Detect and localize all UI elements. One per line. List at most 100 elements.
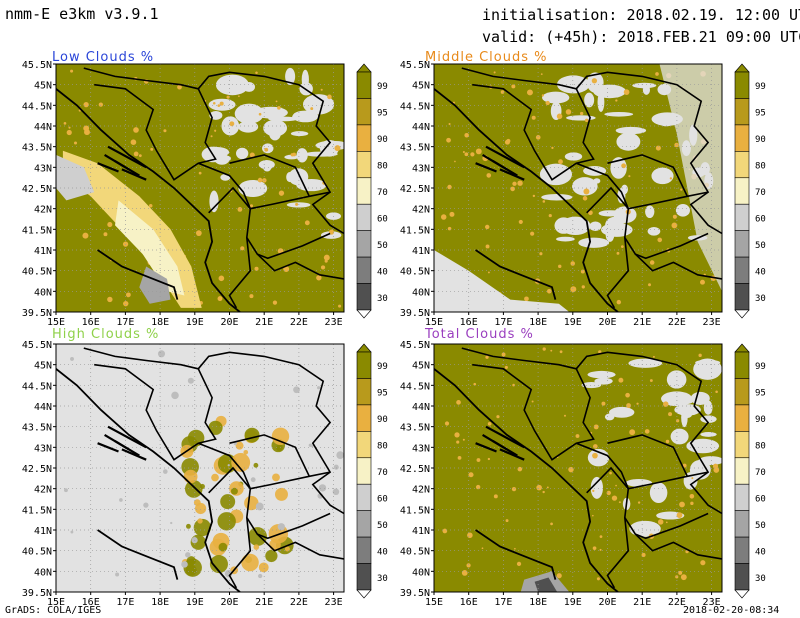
cloud-cell xyxy=(258,573,263,579)
colorbar-swatch xyxy=(734,404,750,432)
contour-speck xyxy=(485,244,490,249)
lon-tick-label: 21E xyxy=(633,597,651,608)
cloud-gap xyxy=(296,148,308,163)
lon-tick-label: 22E xyxy=(668,597,686,608)
lon-tick-label: 23E xyxy=(703,317,721,328)
contour-speck xyxy=(70,69,74,73)
lat-tick-label: 41.5N xyxy=(22,225,52,236)
contour-speck xyxy=(584,118,589,123)
contour-speck xyxy=(592,452,598,459)
colorbar-swatch xyxy=(734,457,750,485)
contour-speck xyxy=(618,501,621,504)
lat-tick-label: 39.5N xyxy=(400,588,430,599)
contour-speck xyxy=(511,486,517,492)
lon-tick-label: 22E xyxy=(668,317,686,328)
colorbar-label: 50 xyxy=(755,521,766,531)
cloud-gap xyxy=(610,157,627,179)
lon-tick-label: 16E xyxy=(82,317,100,328)
island xyxy=(107,425,147,449)
lon-tick-label: 16E xyxy=(460,317,478,328)
contour-speck xyxy=(310,107,314,111)
lat-tick-label: 40.5N xyxy=(22,547,52,558)
cloud-cell xyxy=(119,498,123,502)
contour-speck xyxy=(623,89,630,95)
colorbar-label: 90 xyxy=(377,415,388,425)
lon-tick-label: 19E xyxy=(564,597,582,608)
colorbar-swatch xyxy=(734,230,750,258)
contour-speck xyxy=(496,415,500,419)
contour-speck xyxy=(486,173,492,178)
map-low-clouds: 45.5N 45N 44.5N 44N 43.5N 43N 42.5N 42N 41.5N 41N… xyxy=(22,60,388,328)
cloud-gap xyxy=(234,103,264,124)
colorbar-cap-top xyxy=(734,63,750,73)
colorbar-swatch xyxy=(356,378,372,406)
contour-speck xyxy=(665,439,670,444)
cloud-gap xyxy=(556,75,590,94)
colorbar-label: 90 xyxy=(755,415,766,425)
lat-tick-label: 45N xyxy=(412,361,430,372)
colorbar-cap-bottom xyxy=(356,309,372,319)
panel-high-clouds: High Clouds % 45.5N 45N 44.5N 44N 43.5N 43N 42… xyxy=(0,327,400,613)
contour-speck xyxy=(616,299,622,305)
lon-tick-label: 20E xyxy=(220,317,238,328)
colorbar-swatch xyxy=(734,71,750,99)
contour-speck xyxy=(524,296,529,302)
cloud-cell xyxy=(218,542,228,552)
lat-tick-label: 44.5N xyxy=(22,381,52,392)
contour-speck xyxy=(680,188,683,191)
contour-speck xyxy=(125,292,131,298)
contour-speck xyxy=(501,352,506,357)
cloud-cell xyxy=(235,441,244,450)
colorbar-label: 50 xyxy=(377,521,388,531)
cloud-gap xyxy=(243,82,256,92)
cloud-cell xyxy=(209,555,228,574)
contour-speck xyxy=(130,139,137,146)
cloud-gap xyxy=(209,190,219,213)
lat-tick-label: 42N xyxy=(412,205,430,216)
colorbar-swatch xyxy=(734,431,750,459)
contour-speck xyxy=(565,109,572,115)
cloud-gap xyxy=(262,143,274,154)
model-label: nmm-E e3km v3.9.1 xyxy=(5,5,159,23)
cloud-cell xyxy=(332,488,340,496)
island xyxy=(114,160,140,177)
lon-tick-label: 19E xyxy=(564,317,582,328)
lat-tick-label: 42N xyxy=(34,205,52,216)
country-border xyxy=(634,253,722,280)
contour-speck xyxy=(444,421,450,426)
contour-speck xyxy=(580,269,585,274)
contour-speck xyxy=(535,135,541,140)
lon-tick-label: 17E xyxy=(494,317,512,328)
contour-speck xyxy=(257,177,263,183)
cloud-cell xyxy=(248,527,267,546)
lon-tick-label: 16E xyxy=(82,597,100,608)
cloud-gap xyxy=(556,236,575,242)
contour-speck xyxy=(133,151,139,157)
cloud-gap xyxy=(587,370,616,379)
contour-speck xyxy=(516,561,522,567)
lat-tick-label: 44.5N xyxy=(400,101,430,112)
cloud-cell xyxy=(194,502,207,515)
contour-speck xyxy=(514,547,516,550)
contour-speck xyxy=(249,204,254,208)
boundaries xyxy=(434,67,722,312)
lat-tick-label: 44.5N xyxy=(400,381,430,392)
country-border xyxy=(94,363,217,461)
lat-tick-label: 41.5N xyxy=(22,505,52,516)
contour-speck xyxy=(462,150,465,154)
coastline-italy xyxy=(475,529,557,580)
lat-tick-label: 45.5N xyxy=(22,60,52,71)
island xyxy=(121,448,147,461)
contour-speck xyxy=(690,501,694,506)
coastline xyxy=(434,88,619,312)
panel-total-clouds: Total Clouds % 45.5N 45N 44.5N 44N 43.5N 43N 4… xyxy=(378,327,778,613)
contour-speck xyxy=(467,532,473,539)
cloud-gap xyxy=(566,115,596,121)
contour-speck xyxy=(618,377,624,383)
lat-tick-label: 44N xyxy=(34,122,52,133)
contour-speck xyxy=(272,300,278,305)
cloud-gap xyxy=(581,382,602,389)
country-border xyxy=(83,67,344,235)
contour-speck xyxy=(212,101,216,105)
colorbar-label: 99 xyxy=(755,82,766,92)
